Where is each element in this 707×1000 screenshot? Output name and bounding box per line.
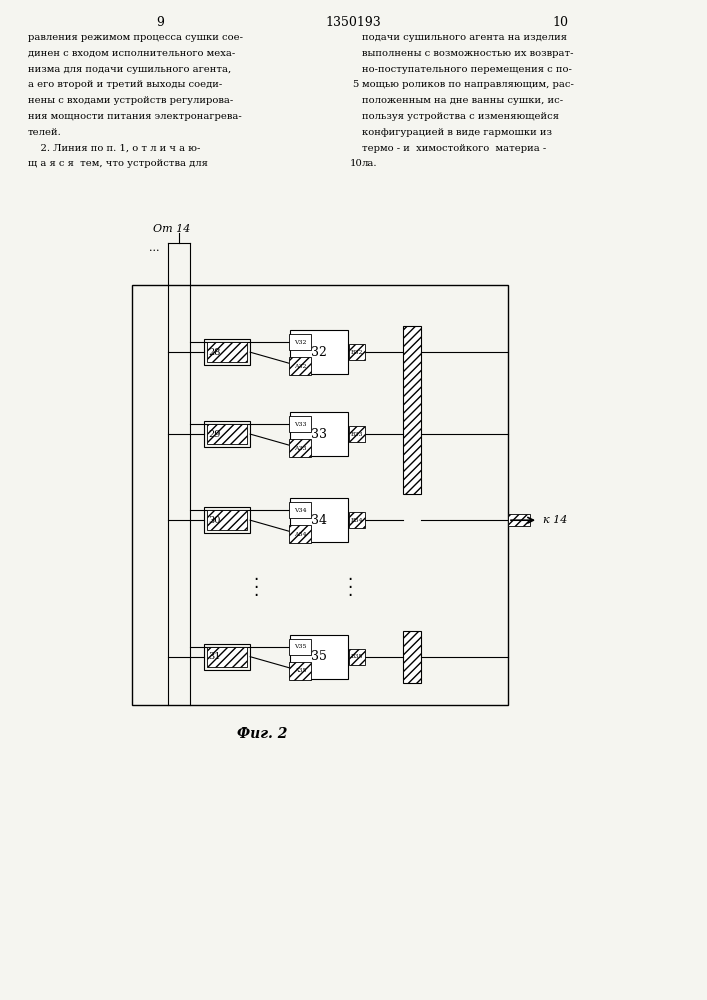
Text: конфигурацией в виде гармошки из: конфигурацией в виде гармошки из xyxy=(362,128,552,137)
Bar xyxy=(204,507,250,533)
Text: A34: A34 xyxy=(293,532,306,537)
Text: подачи сушильного агента на изделия: подачи сушильного агента на изделия xyxy=(362,33,567,42)
Text: 5: 5 xyxy=(352,80,358,89)
Text: 32: 32 xyxy=(311,346,327,359)
Text: B35: B35 xyxy=(351,654,363,659)
Text: B33: B33 xyxy=(351,432,363,437)
Text: ...: ... xyxy=(149,243,160,253)
Text: щ а я с я  тем, что устройства для: щ а я с я тем, что устройства для xyxy=(28,159,208,168)
Text: ·: · xyxy=(347,571,353,589)
Bar xyxy=(289,439,311,457)
Text: мощью роликов по направляющим, рас-: мощью роликов по направляющим, рас- xyxy=(362,80,574,89)
Text: ·: · xyxy=(253,571,259,589)
Text: 35: 35 xyxy=(311,650,327,663)
Bar xyxy=(289,502,311,518)
Text: A35: A35 xyxy=(293,668,306,673)
Text: к 14: к 14 xyxy=(543,515,568,525)
Bar xyxy=(207,424,247,444)
Text: ния мощности питания электронагрева-: ния мощности питания электронагрева- xyxy=(28,112,242,121)
Bar xyxy=(207,647,247,667)
Text: От 14: От 14 xyxy=(153,224,190,234)
Text: 9: 9 xyxy=(156,16,164,29)
Text: V34: V34 xyxy=(293,508,306,513)
Text: 10: 10 xyxy=(552,16,568,29)
Bar xyxy=(289,525,311,543)
Text: 10: 10 xyxy=(350,159,363,168)
Text: пользуя устройства с изменяющейся: пользуя устройства с изменяющейся xyxy=(362,112,559,121)
Text: 30: 30 xyxy=(208,516,221,525)
Bar xyxy=(403,631,421,683)
Bar xyxy=(207,510,247,530)
Bar xyxy=(403,326,421,494)
Text: 28: 28 xyxy=(208,348,221,357)
Bar xyxy=(289,416,311,432)
Bar xyxy=(290,498,348,542)
Text: нены с входами устройств регулирова-: нены с входами устройств регулирова- xyxy=(28,96,233,105)
Bar xyxy=(508,514,530,526)
Bar xyxy=(349,344,365,360)
Text: A33: A33 xyxy=(293,446,306,451)
Text: ·: · xyxy=(347,587,353,605)
Bar xyxy=(290,412,348,456)
Text: 1350193: 1350193 xyxy=(325,16,381,29)
Text: ·: · xyxy=(253,579,259,597)
Text: V33: V33 xyxy=(293,422,306,427)
Text: термо - и  химостойкого  материа -: термо - и химостойкого материа - xyxy=(362,144,547,153)
Text: V35: V35 xyxy=(293,644,306,649)
Bar xyxy=(290,635,348,679)
Text: динен с входом исполнительного меха-: динен с входом исполнительного меха- xyxy=(28,49,235,58)
Text: положенным на дне ванны сушки, ис-: положенным на дне ванны сушки, ис- xyxy=(362,96,563,105)
Text: равления режимом процесса сушки сое-: равления режимом процесса сушки сое- xyxy=(28,33,243,42)
Text: Фиг. 2: Фиг. 2 xyxy=(238,727,288,741)
Bar xyxy=(289,334,311,350)
Text: 33: 33 xyxy=(311,428,327,441)
Bar xyxy=(290,330,348,374)
Text: 2. Линия по п. 1, о т л и ч а ю-: 2. Линия по п. 1, о т л и ч а ю- xyxy=(28,144,200,153)
Text: B32: B32 xyxy=(351,350,363,355)
Text: ла.: ла. xyxy=(362,159,378,168)
Text: B34: B34 xyxy=(351,518,363,523)
Bar xyxy=(132,285,508,705)
Bar xyxy=(349,512,365,528)
Text: A32: A32 xyxy=(293,364,306,369)
Text: 34: 34 xyxy=(311,514,327,527)
Bar xyxy=(289,639,311,655)
Text: выполнены с возможностью их возврат-: выполнены с возможностью их возврат- xyxy=(362,49,573,58)
Text: V32: V32 xyxy=(293,340,306,345)
Text: ·: · xyxy=(347,579,353,597)
Bar xyxy=(349,649,365,665)
Bar xyxy=(349,426,365,442)
Text: ·: · xyxy=(253,587,259,605)
Text: но-поступательного перемещения с по-: но-поступательного перемещения с по- xyxy=(362,65,572,74)
Bar xyxy=(204,644,250,670)
Bar xyxy=(289,662,311,680)
Bar xyxy=(289,357,311,375)
Text: 29: 29 xyxy=(208,430,221,439)
Bar xyxy=(207,342,247,362)
Text: низма для подачи сушильного агента,: низма для подачи сушильного агента, xyxy=(28,65,231,74)
Text: а его второй и третий выходы соеди-: а его второй и третий выходы соеди- xyxy=(28,80,222,89)
Text: 31: 31 xyxy=(208,652,221,661)
Text: телей.: телей. xyxy=(28,128,62,137)
Bar xyxy=(204,339,250,365)
Bar xyxy=(204,421,250,447)
